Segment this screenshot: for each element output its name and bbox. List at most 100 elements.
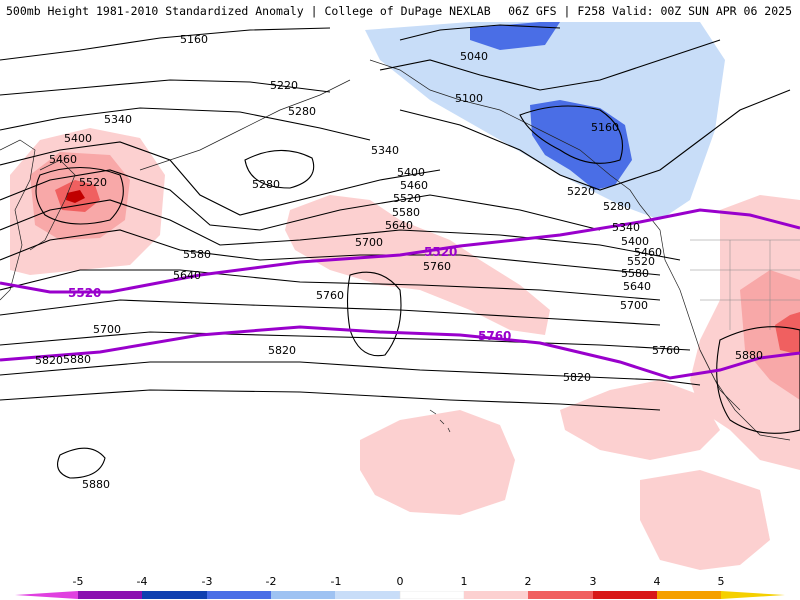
label-5640-c: 5640 <box>385 219 413 232</box>
pos-anomaly-se <box>560 380 720 460</box>
label-5880-c: 5880 <box>63 353 91 366</box>
label-5580-a: 5580 <box>183 248 211 261</box>
contour-5400 <box>0 169 601 231</box>
pos-anomaly-south <box>360 410 515 515</box>
label-5340-c: 5340 <box>371 144 399 157</box>
climo-labels: 5520 5520 5760 <box>68 245 511 343</box>
label-5820-b: 5820 <box>563 371 591 384</box>
alaska-coast <box>369 59 641 206</box>
cb-left-arrow <box>15 591 78 599</box>
label-5040: 5040 <box>460 50 488 63</box>
label-5700-b: 5700 <box>620 299 648 312</box>
contour-5220-east <box>399 89 791 191</box>
label-5880-b: 5880 <box>735 349 763 362</box>
tick-neg3: -3 <box>201 575 213 588</box>
label-5280-c: 5280 <box>252 178 280 191</box>
contour-5280-west-closed <box>244 149 315 189</box>
label-5160-a: 5160 <box>180 33 208 46</box>
us-state-borders <box>690 239 800 330</box>
label-5760-a: 5760 <box>316 289 344 302</box>
map-title: 500mb Height 1981-2010 Standardized Anom… <box>6 4 491 18</box>
label-5760-c: 5760 <box>423 260 451 273</box>
model-run-info: 06Z GFS | F258 Valid: 00Z SUN APR 06 202… <box>508 4 792 18</box>
contour-5100 <box>379 39 721 91</box>
tick-4: 4 <box>653 575 661 588</box>
climo-5760-line <box>0 325 800 380</box>
colorbar-legend: -5 -4 -3 -2 -1 0 1 2 3 4 5 <box>0 575 800 600</box>
label-5820-a: 5820 <box>268 344 296 357</box>
contour-5160 <box>0 27 331 61</box>
label-5460-c: 5460 <box>400 179 428 192</box>
label-5340-b: 5340 <box>612 221 640 234</box>
pos-anomaly-west-max <box>66 190 85 203</box>
height-contours <box>0 24 800 479</box>
contour-5820 <box>0 389 661 411</box>
tick-3: 3 <box>589 575 597 588</box>
label-5220-a: 5220 <box>270 79 298 92</box>
pos-anomaly-central <box>285 195 550 335</box>
label-5580-c: 5580 <box>392 206 420 219</box>
cb-neg1 <box>271 591 335 599</box>
tick-2: 2 <box>524 575 532 588</box>
label-5160-b: 5160 <box>591 121 619 134</box>
contour-5520-west-closed <box>35 166 124 225</box>
contour-5340 <box>0 141 441 216</box>
contour-5460 <box>0 199 681 261</box>
contour-5580 <box>0 269 661 301</box>
cb-pos4 <box>657 591 721 599</box>
cb-neg4 <box>78 591 142 599</box>
anomaly-shading <box>10 22 800 570</box>
label-5460-a: 5460 <box>49 153 77 166</box>
label-5460-b: 5460 <box>634 246 662 259</box>
label-5580-b: 5580 <box>621 267 649 280</box>
label-5880-a: 5880 <box>82 478 110 491</box>
contour-5880-east <box>716 326 800 434</box>
cb-pos1 <box>464 591 528 599</box>
aleutians <box>139 79 351 171</box>
na-west-coast <box>639 204 791 441</box>
tick-neg2: -2 <box>265 575 277 588</box>
colorbar-gradient <box>15 591 785 599</box>
contour-5760 <box>0 361 701 386</box>
label-5700-c: 5700 <box>355 236 383 249</box>
label-5700-a: 5700 <box>93 323 121 336</box>
climo-5760-label: 5760 <box>478 329 511 343</box>
label-5640-a: 5640 <box>173 269 201 282</box>
tick-neg1: -1 <box>330 575 342 588</box>
label-5400-c: 5400 <box>397 166 425 179</box>
label-5820-c: 5820 <box>35 354 63 367</box>
tick-5: 5 <box>717 575 725 588</box>
climo-5520-label-central: 5520 <box>424 245 457 259</box>
pos-anomaly-east-core <box>775 312 800 355</box>
kamchatka-coast <box>29 159 76 251</box>
label-5400-a: 5400 <box>64 132 92 145</box>
contour-5220 <box>0 79 331 96</box>
label-5640-b: 5640 <box>623 280 651 293</box>
cb-pos3 <box>593 591 657 599</box>
contour-5760-closed <box>346 271 402 357</box>
baja-coast <box>699 349 741 411</box>
label-5400-b: 5400 <box>621 235 649 248</box>
label-5280-a: 5280 <box>288 105 316 118</box>
pos-anomaly-far-se <box>640 470 770 570</box>
label-5520-c: 5520 <box>393 192 421 205</box>
tick-1: 1 <box>460 575 468 588</box>
cb-neg2 <box>207 591 271 599</box>
label-5220-b: 5220 <box>567 185 595 198</box>
climo-5520-line <box>0 208 800 294</box>
cb-neg05 <box>335 591 400 599</box>
contour-5700 <box>0 331 691 351</box>
tick-neg5: -5 <box>72 575 84 588</box>
weather-map: 5160 5220 5280 5340 5400 5460 5520 5580 … <box>0 22 800 570</box>
cb-zero <box>399 591 465 599</box>
hawaii-islands <box>429 409 451 433</box>
contour-5640 <box>0 299 661 326</box>
neg-anomaly-core-north <box>470 22 560 50</box>
climo-contours <box>0 208 800 380</box>
contour-5880-west <box>57 447 106 479</box>
label-5340-a: 5340 <box>104 113 132 126</box>
contour-labels: 5160 5220 5280 5340 5400 5460 5520 5580 … <box>35 33 763 491</box>
cb-neg3 <box>142 591 207 599</box>
cb-pos2 <box>528 591 593 599</box>
contour-5280 <box>0 107 371 141</box>
